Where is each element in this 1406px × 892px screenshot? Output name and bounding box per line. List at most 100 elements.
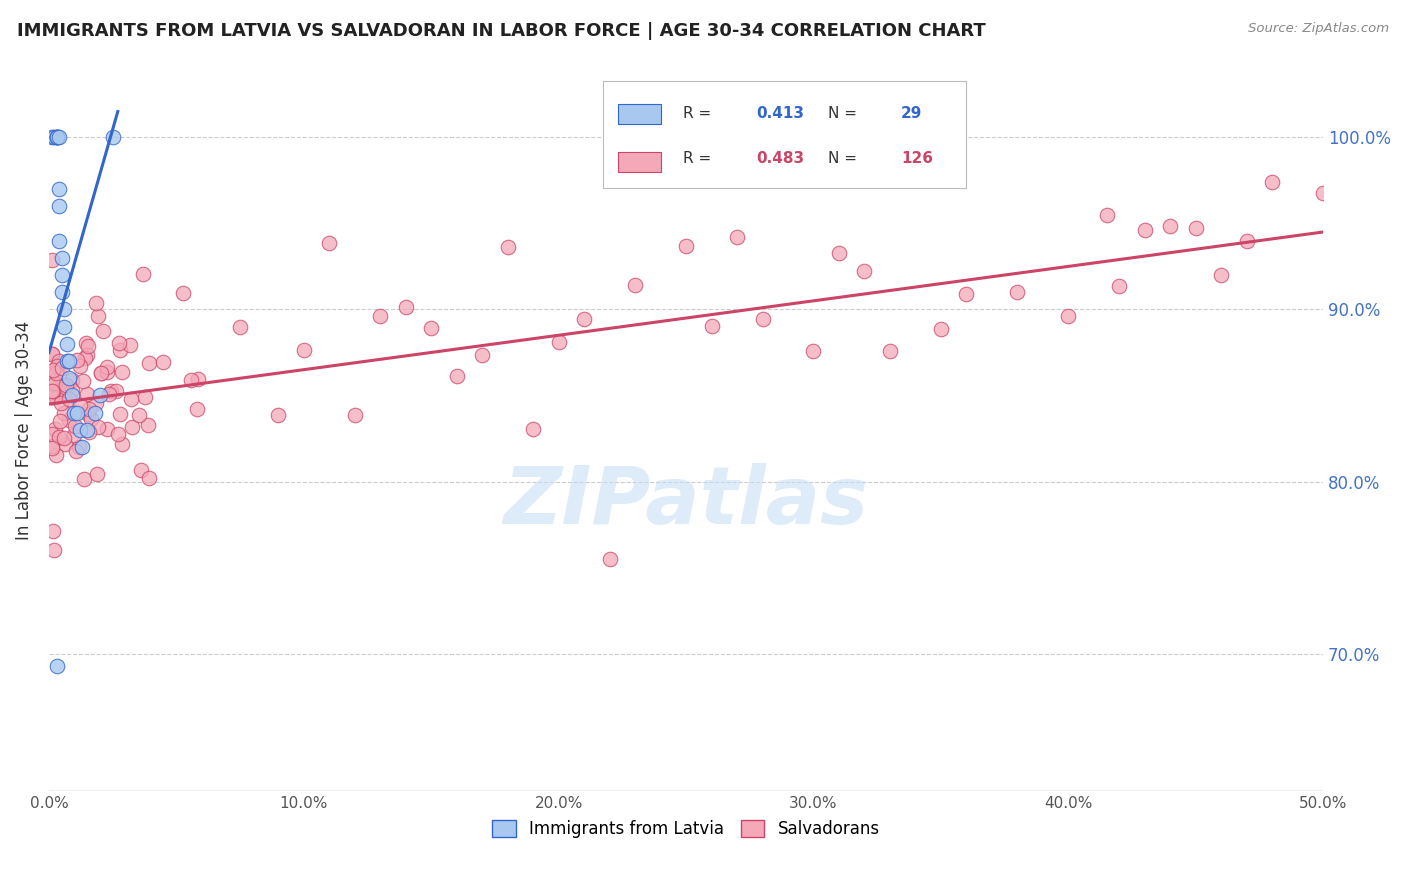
Point <box>42 384 65 398</box>
Text: IMMIGRANTS FROM LATVIA VS SALVADORAN IN LABOR FORCE | AGE 30-34 CORRELATION CHAR: IMMIGRANTS FROM LATVIA VS SALVADORAN IN … <box>17 22 986 40</box>
Point <box>75 335 97 350</box>
Point <box>41 442 63 456</box>
Point <box>89 388 111 402</box>
Point <box>1184 220 1206 235</box>
Point <box>725 230 748 244</box>
Point <box>48 368 70 383</box>
Point <box>96 359 118 374</box>
Point <box>128 409 150 423</box>
Point <box>97 386 120 401</box>
Point <box>41 130 63 145</box>
Point <box>136 417 159 432</box>
Point <box>101 130 124 145</box>
Point <box>42 524 65 538</box>
Point <box>45 359 67 373</box>
Point <box>69 359 91 373</box>
Point <box>51 268 73 282</box>
Point <box>52 431 75 445</box>
Point <box>45 130 67 145</box>
Point <box>51 285 73 300</box>
Point <box>90 366 112 380</box>
Point <box>41 347 63 361</box>
Point <box>44 376 66 391</box>
Point <box>45 366 67 380</box>
Point <box>65 443 87 458</box>
Point <box>63 428 86 442</box>
Point <box>180 373 202 387</box>
Point <box>53 302 76 317</box>
Point <box>63 406 86 420</box>
Point <box>53 406 76 420</box>
Point <box>853 264 876 278</box>
Point <box>110 407 132 421</box>
Point <box>45 130 67 145</box>
Point <box>120 338 142 352</box>
Point <box>108 335 131 350</box>
Text: ZIPatlas: ZIPatlas <box>503 463 869 541</box>
Point <box>75 351 97 365</box>
Point <box>69 398 91 412</box>
Point <box>42 542 65 557</box>
Point <box>67 440 90 454</box>
Point <box>51 395 73 409</box>
Point <box>60 384 83 398</box>
Point <box>87 310 110 324</box>
Point <box>86 467 108 481</box>
Point <box>420 321 443 335</box>
Point <box>343 408 366 422</box>
Point <box>446 368 468 383</box>
Point <box>48 430 70 444</box>
Point <box>45 130 67 145</box>
Point <box>80 412 103 426</box>
Point <box>1133 223 1156 237</box>
Point <box>522 422 544 436</box>
Point <box>107 427 129 442</box>
Point <box>69 423 91 437</box>
Y-axis label: In Labor Force | Age 30-34: In Labor Force | Age 30-34 <box>15 320 32 540</box>
Point <box>56 354 79 368</box>
Point <box>368 309 391 323</box>
Point <box>111 365 134 379</box>
Point <box>599 552 621 566</box>
Point <box>955 286 977 301</box>
Point <box>53 437 76 451</box>
Point <box>267 408 290 422</box>
Point <box>83 406 105 420</box>
Point <box>229 320 252 334</box>
Point <box>65 418 87 433</box>
Point <box>186 402 208 417</box>
Point <box>66 406 89 420</box>
Point <box>96 365 118 379</box>
Legend: Immigrants from Latvia, Salvadorans: Immigrants from Latvia, Salvadorans <box>486 813 886 845</box>
Point <box>828 246 851 260</box>
Point <box>751 311 773 326</box>
Point <box>120 392 142 406</box>
Point <box>121 419 143 434</box>
Point <box>76 423 98 437</box>
Point <box>48 234 70 248</box>
Point <box>152 355 174 369</box>
Point <box>1159 219 1181 234</box>
Point <box>77 408 100 422</box>
Point <box>1007 285 1029 300</box>
Point <box>76 387 98 401</box>
Point <box>1236 234 1258 248</box>
Point <box>91 324 114 338</box>
Point <box>496 240 519 254</box>
Point <box>66 353 89 368</box>
Point <box>111 437 134 451</box>
Point <box>803 343 825 358</box>
Point <box>45 448 67 462</box>
Text: Source: ZipAtlas.com: Source: ZipAtlas.com <box>1249 22 1389 36</box>
Point <box>44 422 66 436</box>
Point <box>41 347 63 361</box>
Point <box>58 371 80 385</box>
Point <box>1312 186 1334 201</box>
Point <box>172 285 194 300</box>
Point <box>76 348 98 362</box>
Point <box>45 130 67 145</box>
Point <box>547 334 569 349</box>
Point <box>41 384 63 399</box>
Point <box>56 336 79 351</box>
Point <box>41 439 63 453</box>
